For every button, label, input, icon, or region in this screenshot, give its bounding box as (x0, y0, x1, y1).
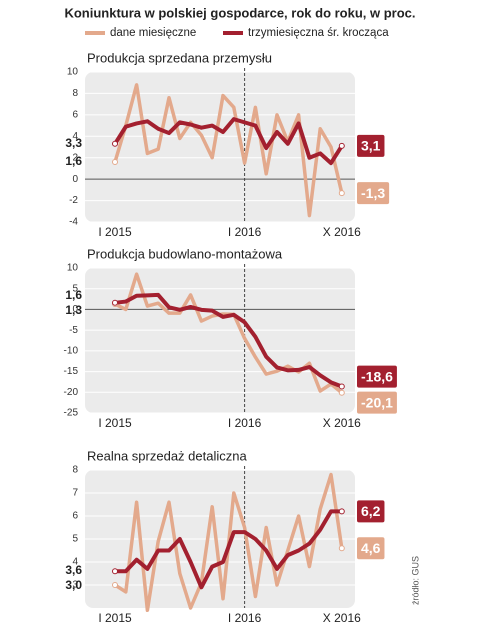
end-point (338, 142, 345, 149)
value-label: -1,3 (361, 185, 385, 201)
value-label: 3,1 (361, 138, 381, 154)
x-tick-label: I 2015 (98, 611, 132, 625)
value-label: 1,6 (65, 154, 82, 168)
end-label: 4,6 (357, 537, 385, 560)
source: źródło: GUS (410, 556, 420, 605)
plot-area (85, 268, 355, 413)
x-tick-label: X 2016 (323, 225, 361, 239)
y-tick-label: 5 (72, 534, 78, 545)
y-tick-label: 5 (72, 283, 78, 294)
y-tick-label: -20 (64, 387, 79, 398)
label-box (357, 537, 385, 560)
end-point (112, 582, 118, 588)
panel-title: Produkcja sprzedana przemysłu (87, 50, 272, 65)
label-box (357, 500, 385, 523)
end-point (112, 568, 118, 575)
legend-label: trzymiesięczna śr. krocząca (248, 27, 389, 39)
y-tick-label: 4 (72, 131, 78, 142)
series-line (114, 292, 343, 389)
x-tick-label: X 2016 (323, 611, 361, 625)
y-tick-label: 6 (72, 109, 78, 120)
y-tick-label: 0 (72, 174, 78, 185)
value-label: 3,3 (65, 136, 82, 150)
end-point (112, 140, 118, 147)
y-tick-label: -2 (69, 195, 78, 206)
y-tick-label: 10 (67, 263, 79, 274)
end-point (112, 159, 118, 165)
end-label: -1,3 (357, 182, 390, 205)
value-label: 1,3 (65, 303, 82, 317)
end-point (338, 389, 345, 396)
y-tick-label: 0 (72, 304, 78, 315)
series-line (113, 117, 344, 166)
y-tick-label: 8 (72, 465, 78, 476)
y-tick-label: 10 (67, 67, 79, 78)
y-tick-label: -25 (64, 408, 79, 419)
end-label: -18,6 (357, 365, 397, 388)
end-point (338, 383, 345, 390)
panel-title: Realna sprzedaż detaliczna (87, 448, 247, 463)
x-tick-label: I 2016 (228, 611, 262, 625)
panel-title: Produkcja budowlano-montażowa (87, 246, 283, 261)
value-label: 1,6 (65, 288, 82, 302)
label-box (357, 391, 397, 414)
series-line (115, 509, 342, 590)
y-tick-label: 3 (72, 580, 78, 591)
end-point (338, 545, 345, 552)
end-label: 6,2 (357, 500, 385, 523)
y-tick-label: 4 (72, 557, 78, 568)
x-tick-label: I 2016 (228, 225, 262, 239)
value-label: 3,0 (65, 578, 82, 592)
plot-area (85, 72, 355, 222)
end-point (338, 190, 345, 197)
x-tick-label: I 2015 (98, 416, 132, 430)
value-label: 4,6 (361, 540, 381, 556)
y-tick-label: 8 (72, 88, 78, 99)
value-label: -18,6 (361, 368, 393, 384)
y-tick-label: -15 (64, 366, 79, 377)
y-tick-label: -5 (69, 325, 78, 336)
label-box (357, 134, 385, 157)
x-tick-label: I 2015 (98, 225, 132, 239)
value-label: 3,6 (65, 563, 82, 577)
end-point (338, 508, 345, 515)
legend-label: dane miesięczne (110, 27, 196, 39)
label-box (357, 182, 390, 205)
chart-title: Koniunktura w polskiej gospodarce, rok d… (64, 5, 415, 20)
end-label: 3,1 (357, 134, 385, 157)
x-tick-label: X 2016 (323, 416, 361, 430)
end-label: -20,1 (357, 391, 397, 414)
y-tick-label: -10 (64, 345, 79, 356)
label-box (357, 365, 397, 388)
y-tick-label: 6 (72, 511, 78, 522)
value-label: -20,1 (361, 394, 393, 410)
y-tick-label: 2 (72, 152, 78, 163)
end-point (112, 299, 118, 306)
y-tick-label: -4 (69, 217, 78, 228)
x-tick-label: I 2016 (228, 416, 262, 430)
value-label: 6,2 (361, 503, 381, 519)
y-tick-label: 7 (72, 488, 78, 499)
series-line (113, 83, 344, 218)
